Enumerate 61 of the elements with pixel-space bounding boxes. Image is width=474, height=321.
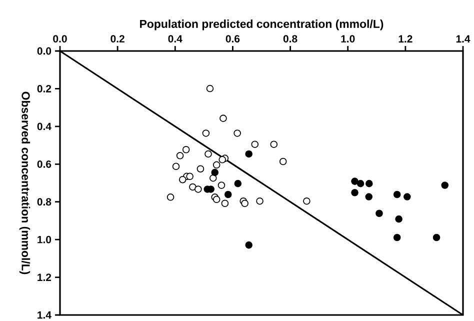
point [303, 197, 310, 205]
point [432, 234, 440, 242]
x-axis-title: Population predicted concentration (mmol/L) [140, 20, 384, 30]
x-tick-label: 0.2 [110, 35, 124, 42]
x-tick-label: 0.6 [226, 35, 240, 42]
x-tick-label: 1.0 [341, 35, 355, 42]
point [404, 193, 411, 200]
x-tick-label: 0.0 [53, 35, 67, 42]
point [393, 234, 401, 242]
point [212, 196, 220, 204]
point [176, 152, 184, 160]
y-tick-label: 0.4 [37, 122, 52, 130]
point [365, 193, 373, 200]
point [218, 182, 226, 189]
point [441, 182, 449, 189]
point [172, 162, 180, 170]
y-axis-title: Observed concentration (mmol/L) [19, 92, 30, 274]
point [351, 178, 358, 185]
point [211, 168, 219, 176]
x-tick-label: 0.4 [168, 35, 182, 42]
point [356, 180, 364, 188]
x-tick-label: 0.8 [283, 35, 298, 42]
y-tick-label: 0.2 [37, 85, 52, 92]
y-tick-label: 0.8 [37, 198, 52, 206]
point [178, 176, 186, 184]
y-tick-label: 1.0 [38, 236, 52, 244]
point [256, 197, 264, 205]
y-tick-label: 1.4 [38, 311, 52, 319]
point [212, 161, 220, 169]
point [224, 190, 232, 198]
point [186, 172, 194, 180]
point [220, 114, 227, 122]
point [204, 150, 212, 158]
y-tick-label: 0.6 [37, 160, 52, 168]
point [189, 183, 196, 191]
x-tick-label: 1.4 [456, 35, 470, 42]
point [234, 180, 242, 188]
point [270, 140, 278, 148]
y-tick-label: 1.2 [38, 274, 52, 281]
point [351, 188, 358, 196]
point [194, 186, 202, 193]
point [196, 165, 204, 173]
point [218, 156, 226, 164]
x-tick-label: 1.2 [398, 35, 412, 42]
y-tick-label: 0.0 [37, 47, 52, 55]
point [202, 130, 210, 137]
point [209, 174, 217, 182]
point [245, 150, 252, 158]
point [234, 130, 241, 137]
point [166, 193, 174, 201]
point [241, 200, 248, 208]
point [245, 241, 252, 249]
point [221, 200, 229, 208]
point [395, 215, 402, 223]
point [279, 158, 287, 166]
point [206, 84, 214, 92]
point [376, 210, 383, 218]
point [182, 146, 190, 154]
point [251, 140, 259, 148]
point [366, 180, 373, 188]
point [393, 190, 401, 198]
